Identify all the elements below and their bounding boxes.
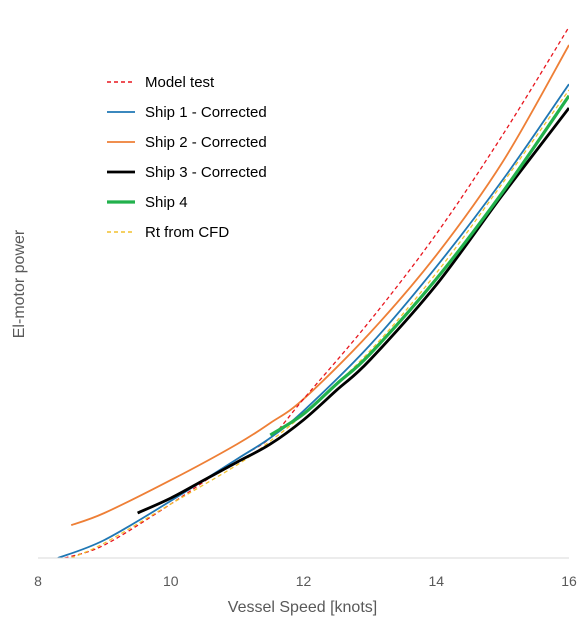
legend-label-ship-3-corrected: Ship 3 - Corrected (145, 164, 267, 181)
x-axis-title: Vessel Speed [knots] (228, 599, 377, 616)
y-axis-title: El-motor power (11, 229, 28, 338)
series-line-rt-from-cfd (70, 89, 569, 558)
series-line-ship-1-corrected (57, 83, 569, 558)
legend-label-ship-4: Ship 4 (145, 194, 188, 211)
series-line-ship-3-corrected (137, 107, 569, 515)
legend: Model test Ship 1 - Corrected Ship 2 - Cor… (107, 74, 267, 241)
legend-label-ship-1-corrected: Ship 1 - Corrected (145, 104, 267, 121)
x-axis-ticks: 8 10 12 14 16 (34, 573, 577, 589)
plot-area (57, 26, 569, 558)
legend-label-rt-from-cfd: Rt from CFD (145, 224, 229, 241)
x-tick-label: 14 (428, 573, 444, 589)
x-tick-label: 16 (561, 573, 577, 589)
series-line-ship-4 (269, 94, 569, 437)
x-tick-label: 8 (34, 573, 42, 589)
x-tick-label: 12 (296, 573, 312, 589)
series-line-model-test (64, 26, 569, 558)
legend-label-model-test: Model test (145, 74, 215, 91)
legend-label-ship-2-corrected: Ship 2 - Corrected (145, 134, 267, 151)
x-tick-label: 10 (163, 573, 179, 589)
